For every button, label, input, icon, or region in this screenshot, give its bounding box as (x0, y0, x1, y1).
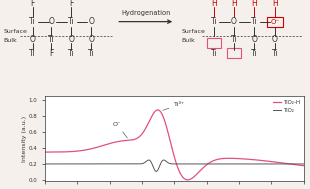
Text: O⁻: O⁻ (270, 19, 280, 25)
TiO₂ (56, 163, 60, 165)
Text: Ti: Ti (29, 17, 36, 26)
Text: H: H (251, 0, 257, 8)
Text: F: F (49, 49, 53, 58)
Text: O: O (30, 35, 35, 44)
Bar (227, 48, 241, 58)
Text: Surface: Surface (181, 29, 205, 34)
Bar (207, 38, 221, 48)
Text: F: F (69, 0, 73, 8)
Text: Ti: Ti (210, 49, 217, 58)
TiO₂ (294, 163, 298, 165)
TiO₂ (162, 159, 166, 161)
TiO₂-H (162, 118, 166, 120)
Text: Ti: Ti (88, 49, 95, 58)
Text: Ti³⁺: Ti³⁺ (163, 102, 185, 110)
Text: O: O (272, 35, 278, 44)
Text: H: H (211, 0, 217, 8)
Text: H: H (231, 0, 237, 8)
TiO₂-H (43, 151, 47, 153)
TiO₂-H (186, 179, 189, 181)
Text: Ti: Ti (68, 17, 75, 26)
Line: TiO₂: TiO₂ (45, 160, 304, 171)
Text: Ti: Ti (68, 49, 75, 58)
Legend: TiO₂-H, TiO₂: TiO₂-H, TiO₂ (272, 99, 301, 114)
TiO₂-H (156, 109, 160, 111)
Bar (267, 17, 283, 27)
Text: Ti: Ti (231, 35, 237, 44)
Text: Bulk: Bulk (181, 38, 195, 43)
TiO₂-H (247, 158, 251, 160)
Text: Ti: Ti (210, 17, 217, 26)
TiO₂-H (56, 151, 60, 153)
Y-axis label: Intensity (a.u.): Intensity (a.u.) (22, 116, 27, 162)
TiO₂-H (169, 143, 173, 145)
TiO₂-H (295, 164, 299, 166)
TiO₂-H (294, 164, 298, 166)
Text: Hydrogenation: Hydrogenation (121, 10, 170, 16)
Text: O: O (251, 35, 257, 44)
TiO₂ (169, 163, 173, 165)
Text: O⁻: O⁻ (113, 122, 127, 138)
Line: TiO₂-H: TiO₂-H (45, 110, 304, 180)
TiO₂ (154, 170, 158, 173)
Text: Ti: Ti (48, 35, 55, 44)
Text: H: H (272, 0, 278, 8)
TiO₂ (247, 163, 251, 165)
Text: Bulk: Bulk (4, 38, 17, 43)
Text: Ti: Ti (272, 49, 278, 58)
Text: Ti: Ti (29, 49, 36, 58)
Text: Surface: Surface (4, 29, 28, 34)
TiO₂-H (302, 165, 306, 167)
TiO₂ (295, 163, 299, 165)
Text: Ti: Ti (251, 17, 258, 26)
Text: O: O (69, 35, 74, 44)
TiO₂ (43, 163, 47, 165)
Text: O: O (48, 17, 54, 26)
TiO₂ (302, 163, 306, 165)
Text: F: F (30, 0, 35, 8)
Text: Ti: Ti (251, 49, 258, 58)
Text: O: O (89, 35, 94, 44)
Text: O: O (231, 17, 237, 26)
Text: O: O (89, 17, 94, 26)
TiO₂ (147, 159, 151, 161)
